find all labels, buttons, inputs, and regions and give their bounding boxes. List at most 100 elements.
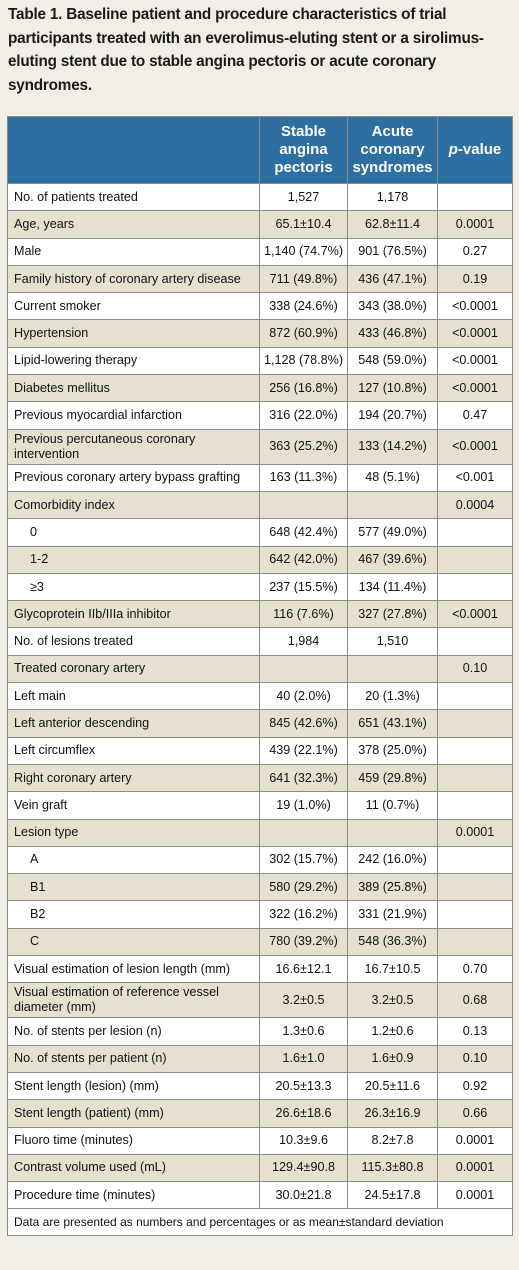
stable-angina-value: 872 (60.9%) (259, 319, 348, 348)
table-row: Fluoro time (minutes) 10.3±9.6 8.2±7.8 0.00… (7, 1126, 513, 1155)
header-stable-angina: Stable angina pectoris (259, 116, 348, 184)
p-value (437, 736, 513, 765)
p-value: <0.0001 (437, 319, 513, 348)
acute-coronary-value: 26.3±16.9 (347, 1099, 438, 1128)
stable-angina-value: 10.3±9.6 (259, 1126, 348, 1155)
stable-angina-value: 16.6±12.1 (259, 955, 348, 984)
acute-coronary-value: 436 (47.1%) (347, 264, 438, 294)
table-row: Previous myocardial infarction 316 (22.0%… (7, 401, 513, 430)
table-header-row: Stable angina pectoris Acute coronary sy… (7, 116, 513, 184)
acute-coronary-value: 433 (46.8%) (347, 319, 438, 348)
row-label: Left anterior descending (7, 709, 260, 738)
table-row: No. of stents per patient (n) 1.6±1.0 1.6±… (7, 1044, 513, 1073)
table-row: No. of lesions treated 1,984 1,510 (7, 627, 513, 656)
stable-angina-value: 19 (1.0%) (259, 791, 348, 820)
stable-angina-value: 1,140 (74.7%) (259, 237, 348, 266)
table-row: Procedure time (minutes) 30.0±21.8 24.5±17… (7, 1181, 513, 1210)
p-value (437, 763, 513, 793)
row-label: Previous myocardial infarction (7, 401, 260, 430)
row-label: 1-2 (7, 545, 260, 574)
row-label: No. of stents per lesion (n) (7, 1017, 260, 1046)
row-label: Treated coronary artery (7, 654, 260, 684)
acute-coronary-value (347, 490, 438, 520)
acute-coronary-value: 133 (14.2%) (347, 428, 438, 465)
p-value (437, 927, 513, 957)
table-row: Stent length (patient) (mm) 26.6±18.6 26.3… (7, 1099, 513, 1128)
acute-coronary-value: 548 (59.0%) (347, 346, 438, 376)
p-value (437, 627, 513, 656)
stable-angina-value: 580 (29.2%) (259, 873, 348, 902)
table-row: Contrast volume used (mL) 129.4±90.8 115.3… (7, 1153, 513, 1183)
stable-angina-value: 163 (11.3%) (259, 463, 348, 492)
stable-angina-value: 129.4±90.8 (259, 1153, 348, 1183)
table-row: Previous coronary artery bypass grafting… (7, 463, 513, 492)
table-row: Previous percutaneous coronary intervent… (7, 428, 513, 465)
table-row: B2 322 (16.2%) 331 (21.9%) (7, 900, 513, 929)
table-row: Hypertension 872 (60.9%) 433 (46.8%) <0.000… (7, 319, 513, 348)
acute-coronary-value: 127 (10.8%) (347, 374, 438, 403)
table-body: No. of patients treated 1,527 1,178 Age, ye… (7, 182, 513, 1210)
stable-angina-value: 439 (22.1%) (259, 736, 348, 765)
p-value: 0.68 (437, 982, 513, 1019)
table-row: Lesion type 0.0001 (7, 818, 513, 847)
p-value (437, 791, 513, 820)
row-label: C (7, 927, 260, 957)
table-footnote-row: Data are presented as numbers and percen… (7, 1208, 513, 1237)
row-label: Comorbidity index (7, 490, 260, 520)
p-value: <0.0001 (437, 346, 513, 376)
row-label: 0 (7, 518, 260, 547)
p-value (437, 682, 513, 711)
p-value: 0.0001 (437, 1153, 513, 1183)
stable-angina-value: 642 (42.0%) (259, 545, 348, 574)
acute-coronary-value: 3.2±0.5 (347, 982, 438, 1019)
stable-angina-value: 1,984 (259, 627, 348, 656)
p-value: 0.27 (437, 237, 513, 266)
stable-angina-value: 116 (7.6%) (259, 600, 348, 629)
p-value: 0.0004 (437, 490, 513, 520)
stable-angina-value: 711 (49.8%) (259, 264, 348, 294)
row-label: B1 (7, 873, 260, 902)
row-label: Visual estimation of lesion length (mm) (7, 955, 260, 984)
acute-coronary-value: 11 (0.7%) (347, 791, 438, 820)
acute-coronary-value: 651 (43.1%) (347, 709, 438, 738)
row-label: Glycoprotein IIb/IIIa inhibitor (7, 600, 260, 629)
table-row: Left anterior descending 845 (42.6%) 651 (… (7, 709, 513, 738)
p-value: 0.10 (437, 654, 513, 684)
stable-angina-value: 40 (2.0%) (259, 682, 348, 711)
p-value: 0.0001 (437, 1181, 513, 1210)
stable-angina-value: 316 (22.0%) (259, 401, 348, 430)
row-label: B2 (7, 900, 260, 929)
baseline-characteristics-table: Stable angina pectoris Acute coronary sy… (7, 116, 513, 1237)
row-label: Procedure time (minutes) (7, 1181, 260, 1210)
stable-angina-value: 65.1±10.4 (259, 210, 348, 239)
header-blank (7, 116, 260, 184)
p-value: 0.19 (437, 264, 513, 294)
stable-angina-value: 845 (42.6%) (259, 709, 348, 738)
acute-coronary-value: 901 (76.5%) (347, 237, 438, 266)
table-row: Family history of coronary artery diseas… (7, 264, 513, 294)
stable-angina-value (259, 490, 348, 520)
acute-coronary-value: 1,510 (347, 627, 438, 656)
row-label: Vein graft (7, 791, 260, 820)
p-value (437, 518, 513, 547)
stable-angina-value: 780 (39.2%) (259, 927, 348, 957)
table-row: Stent length (lesion) (mm) 20.5±13.3 20.5±… (7, 1071, 513, 1101)
p-value: 0.0001 (437, 210, 513, 239)
acute-coronary-value: 48 (5.1%) (347, 463, 438, 492)
stable-angina-value: 322 (16.2%) (259, 900, 348, 929)
row-label: No. of stents per patient (n) (7, 1044, 260, 1073)
stable-angina-value: 3.2±0.5 (259, 982, 348, 1019)
acute-coronary-value: 1.6±0.9 (347, 1044, 438, 1073)
table-row: Lipid-lowering therapy 1,128 (78.8%) 548 (… (7, 346, 513, 376)
row-label: Age, years (7, 210, 260, 239)
header-p-value: p-value (437, 116, 513, 184)
stable-angina-value (259, 654, 348, 684)
row-label: A (7, 845, 260, 875)
stable-angina-value: 256 (16.8%) (259, 374, 348, 403)
acute-coronary-value: 134 (11.4%) (347, 572, 438, 602)
acute-coronary-value: 24.5±17.8 (347, 1181, 438, 1210)
row-label: ≥3 (7, 572, 260, 602)
row-label: No. of patients treated (7, 182, 260, 212)
acute-coronary-value: 467 (39.6%) (347, 545, 438, 574)
stable-angina-value: 641 (32.3%) (259, 763, 348, 793)
